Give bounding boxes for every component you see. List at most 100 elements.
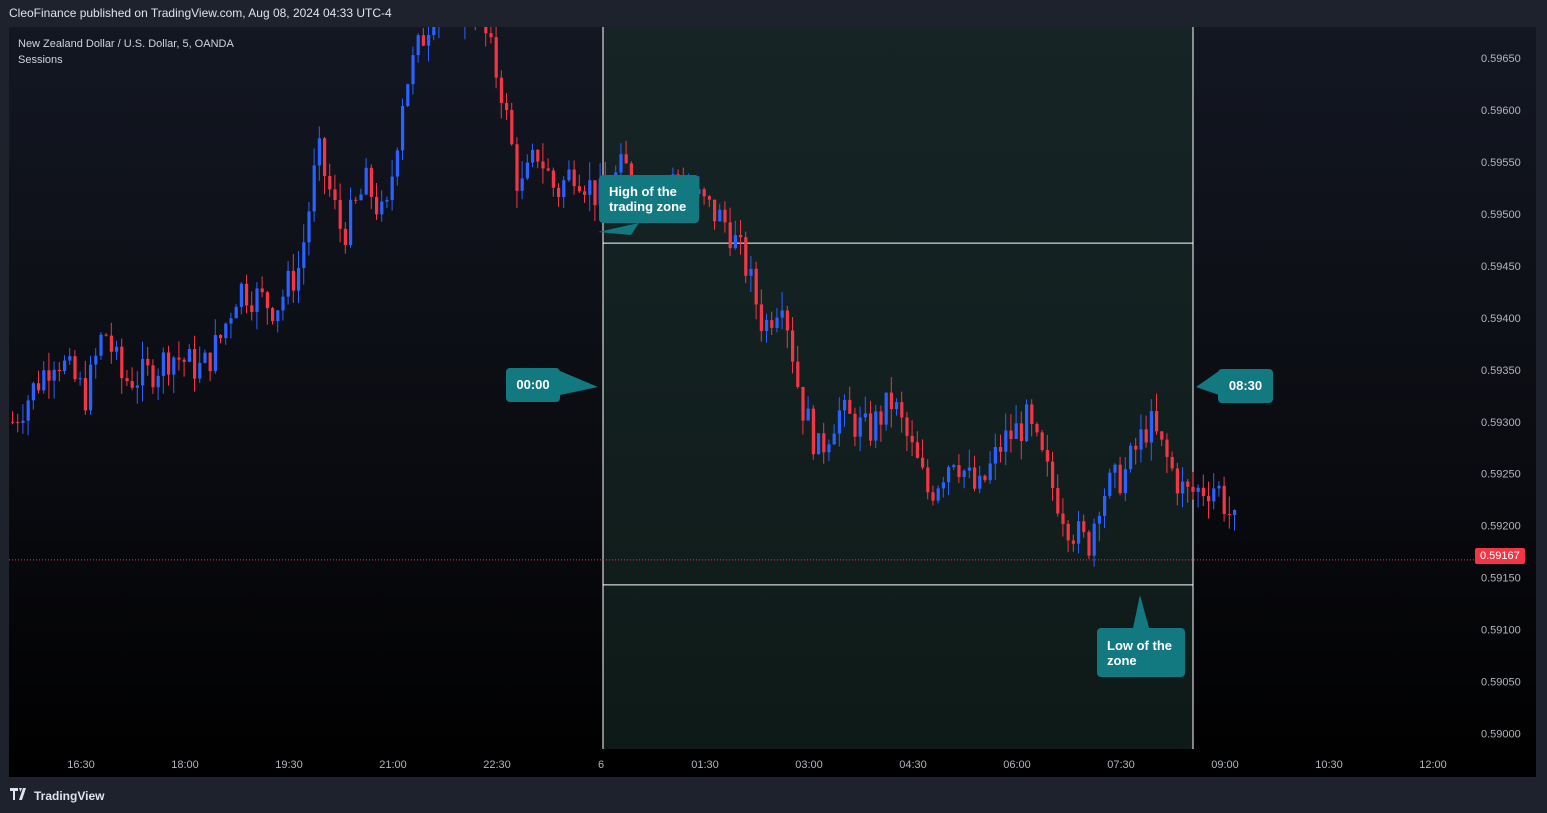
candle-body xyxy=(733,235,737,249)
candle-body xyxy=(1144,429,1148,443)
price-tick-label: 0.59300 xyxy=(1481,417,1521,429)
candle-body xyxy=(297,267,301,291)
candle-body xyxy=(1092,523,1096,556)
candle-body xyxy=(967,467,971,471)
candle-body xyxy=(770,320,774,328)
candle-body xyxy=(723,209,727,223)
candle-body xyxy=(978,475,982,489)
candle-body xyxy=(401,106,405,151)
candle-body xyxy=(47,370,51,381)
symbol-info[interactable]: New Zealand Dollar / U.S. Dollar, 5, OAN… xyxy=(18,38,234,50)
candle-body xyxy=(94,355,98,365)
candle xyxy=(1118,456,1122,496)
candle xyxy=(250,291,254,321)
candle xyxy=(1170,451,1174,472)
candle xyxy=(749,255,753,293)
candle xyxy=(993,433,997,480)
candle xyxy=(359,188,363,201)
candle xyxy=(936,485,940,504)
candle xyxy=(464,27,466,40)
candle xyxy=(130,367,134,391)
candlestick-chart[interactable]: 0.59650 0.59600 0.59550 0.59500 0.59450 0.594… xyxy=(9,27,1536,777)
price-tick-label: 0.59050 xyxy=(1481,676,1521,688)
candle-body xyxy=(1051,461,1055,489)
candle-body xyxy=(323,138,327,176)
candle xyxy=(167,345,171,386)
candle-body xyxy=(26,400,30,421)
candle-body xyxy=(276,310,280,322)
candle xyxy=(78,371,82,386)
candle-body xyxy=(577,186,581,192)
candle xyxy=(562,176,566,208)
tradingview-brand[interactable]: TradingView xyxy=(10,788,104,803)
candle-body xyxy=(806,408,810,421)
candle-body xyxy=(172,357,176,375)
candle-body xyxy=(900,402,904,418)
candle-body xyxy=(822,433,826,453)
candle xyxy=(988,451,992,484)
candle xyxy=(723,201,727,233)
candle xyxy=(837,397,841,447)
candle-body xyxy=(31,383,35,401)
candle-body xyxy=(349,199,353,245)
candle xyxy=(1207,481,1211,519)
candle xyxy=(135,371,139,404)
candle-body xyxy=(796,361,800,387)
candle-body xyxy=(588,180,592,195)
time-tick-label: 18:00 xyxy=(171,759,199,771)
indicator-label[interactable]: Sessions xyxy=(18,54,63,66)
low-label-line-1: Low of the xyxy=(1107,638,1172,653)
candle-body xyxy=(551,170,555,188)
candle xyxy=(744,231,748,284)
candle xyxy=(796,345,800,389)
candle-body xyxy=(915,442,919,458)
candle xyxy=(31,381,35,410)
candle-body xyxy=(1186,481,1190,487)
last-price-label: 0.59167 xyxy=(1475,548,1525,564)
candle-body xyxy=(193,348,197,379)
candle-body xyxy=(629,163,633,185)
candle xyxy=(1222,476,1226,522)
candle xyxy=(593,180,597,221)
candle-body xyxy=(941,482,945,489)
candle-body xyxy=(801,386,805,421)
candle-body xyxy=(889,392,893,410)
chart-frame[interactable]: 0.59650 0.59600 0.59550 0.59500 0.59450 0.594… xyxy=(9,27,1536,777)
candle-body xyxy=(754,268,758,305)
publisher-header: CleoFinance published on TradingView.com… xyxy=(0,0,1547,27)
candle xyxy=(286,260,290,305)
candle-body xyxy=(1129,445,1133,470)
candle xyxy=(406,83,410,108)
candle-body xyxy=(765,320,769,331)
candle-body xyxy=(219,335,223,339)
candle xyxy=(438,27,440,39)
candle-body xyxy=(962,470,966,477)
candle-body xyxy=(167,352,171,375)
candle xyxy=(57,362,61,382)
candle xyxy=(229,312,233,339)
price-tick-label: 0.59200 xyxy=(1481,521,1521,533)
candle xyxy=(905,411,909,452)
candle xyxy=(728,207,732,257)
candle xyxy=(239,282,243,315)
candle xyxy=(505,93,509,120)
candle xyxy=(770,311,774,336)
candle-body xyxy=(312,165,316,212)
candle-body xyxy=(229,318,233,324)
candle xyxy=(1160,430,1164,447)
candle-body xyxy=(525,162,529,179)
candle xyxy=(484,27,488,47)
candle xyxy=(312,148,316,222)
candle-body xyxy=(1103,495,1107,516)
candle xyxy=(962,469,966,489)
candle xyxy=(515,137,519,209)
candle xyxy=(156,368,160,401)
candle xyxy=(375,183,379,221)
candle-body xyxy=(1139,429,1143,450)
candle-body xyxy=(109,335,113,352)
candle xyxy=(109,322,113,364)
candle xyxy=(151,359,155,394)
candle xyxy=(99,332,103,360)
candle-body xyxy=(780,310,784,318)
candle-body xyxy=(21,420,25,423)
